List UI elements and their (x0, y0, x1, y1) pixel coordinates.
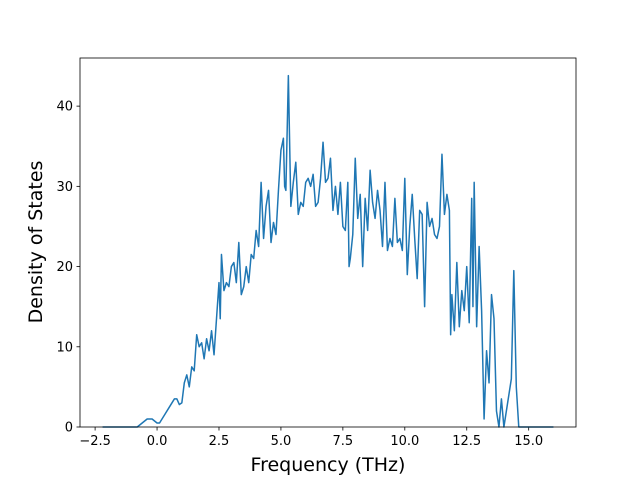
x-axis-label: Frequency (THz) (251, 454, 406, 476)
y-tick-label: 10 (56, 340, 73, 355)
plot-frame (79, 57, 577, 428)
x-tick-label: 10.0 (390, 434, 419, 449)
y-tick-label: 40 (56, 100, 73, 115)
x-tick-label: 0.0 (147, 434, 168, 449)
x-tick-label: 2.5 (209, 434, 230, 449)
x-tick-label: 5.0 (271, 434, 292, 449)
y-tick-label: 20 (56, 260, 73, 275)
y-tick-label: 0 (65, 421, 73, 436)
line-series (102, 74, 554, 428)
y-axis-label: Density of States (25, 161, 47, 324)
y-tick-label: 30 (56, 180, 73, 195)
x-tick-label: 7.5 (333, 434, 354, 449)
x-tick-label: 15.0 (514, 434, 543, 449)
x-tick-label: −2.5 (79, 434, 111, 449)
x-tick-label: 12.5 (452, 434, 481, 449)
